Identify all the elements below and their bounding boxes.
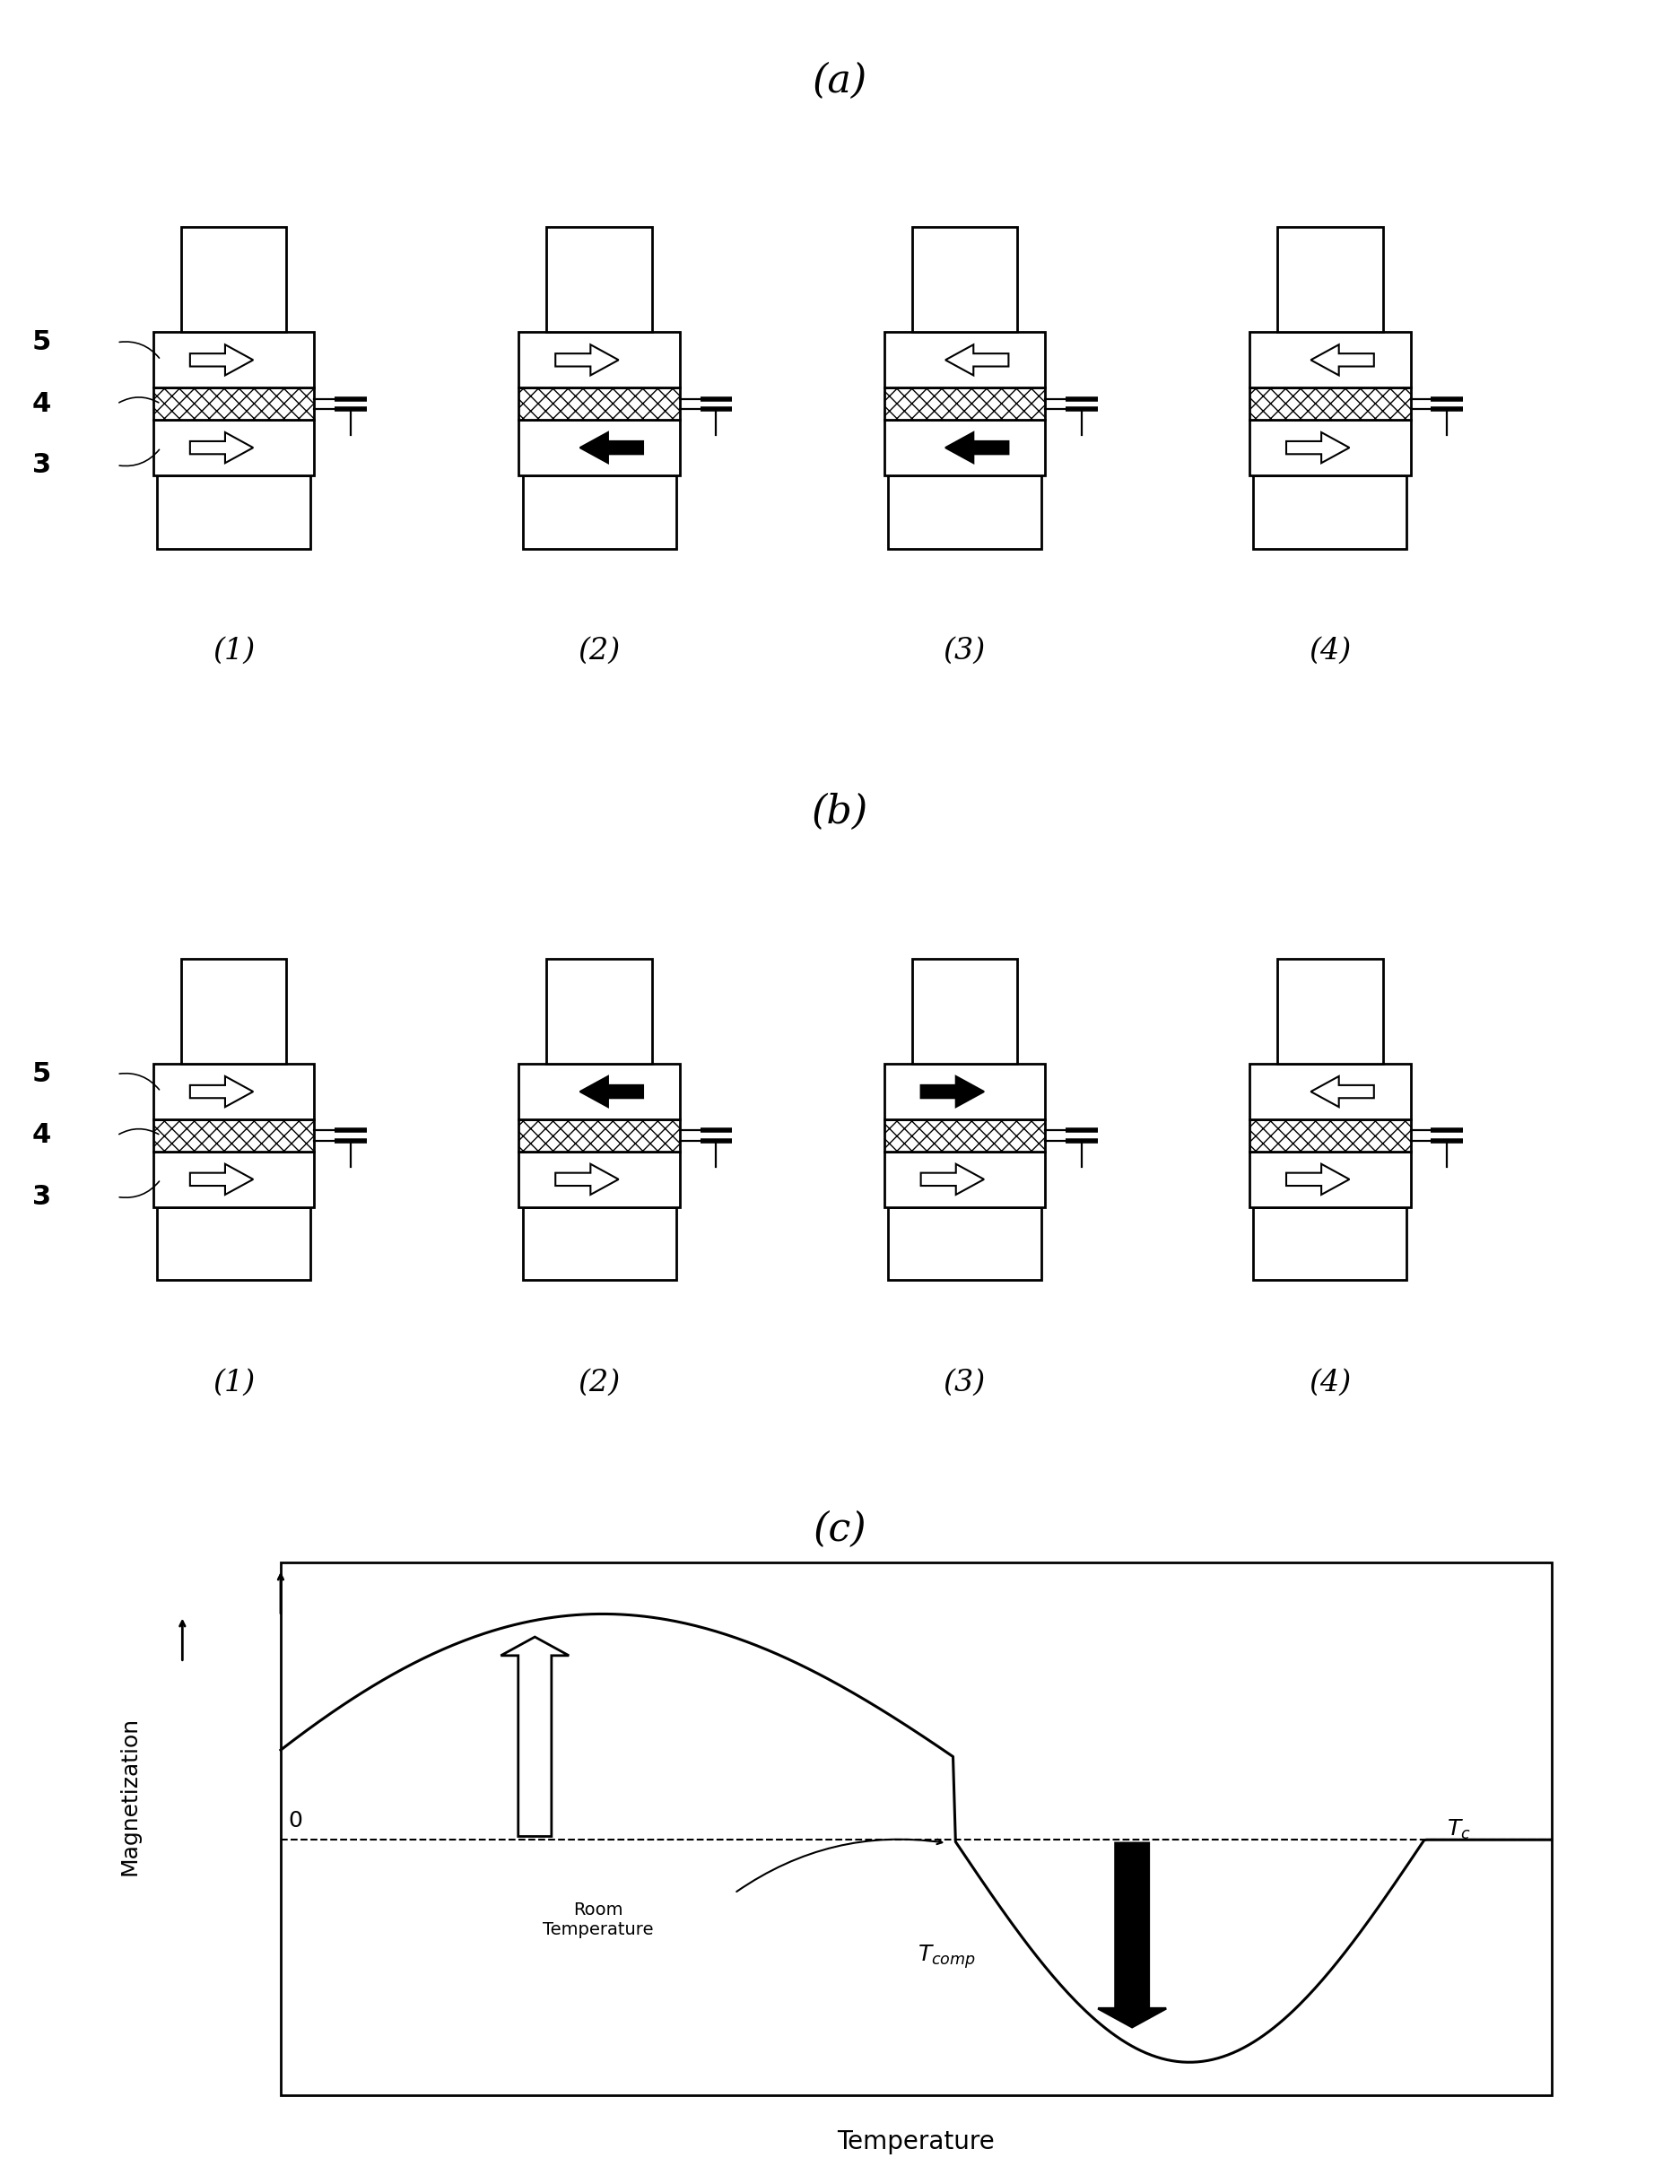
Bar [1277,959,1383,1064]
Bar [1248,1064,1410,1120]
Bar [522,1208,675,1280]
Text: (4): (4) [1309,1367,1351,1398]
FancyArrow shape [554,1164,618,1195]
Text: 0: 0 [289,1811,302,1832]
Bar [519,1064,679,1120]
Bar [1253,1208,1406,1280]
Bar [519,1151,679,1208]
Text: (c): (c) [813,1509,867,1548]
Text: 4: 4 [32,391,50,417]
Text: 5: 5 [32,330,50,356]
Bar [1253,476,1406,548]
FancyArrow shape [190,432,254,463]
Bar [153,1151,314,1208]
Text: (3): (3) [942,636,986,666]
Bar [522,476,675,548]
Bar [181,227,286,332]
Bar [1277,227,1383,332]
Bar [884,419,1045,476]
Text: Room
Temperature: Room Temperature [543,1902,654,1937]
Bar [519,332,679,389]
FancyArrow shape [1285,1164,1349,1195]
Text: 4: 4 [32,1123,50,1149]
Text: (4): (4) [1309,636,1351,666]
Bar [153,389,314,419]
Bar [884,1120,1045,1151]
FancyArrow shape [190,345,254,376]
Bar [153,332,314,389]
Text: (2): (2) [578,1367,620,1398]
FancyArrow shape [190,1164,254,1195]
Bar [519,389,679,419]
Bar [1248,1151,1410,1208]
Bar [153,1120,314,1151]
Text: 5: 5 [32,1061,50,1088]
Bar [884,389,1045,419]
Bar [281,1564,1551,2097]
Bar [156,476,311,548]
FancyArrow shape [944,345,1008,376]
FancyArrow shape [190,1077,254,1107]
Text: Magnetization: Magnetization [119,1717,139,1876]
FancyArrow shape [554,345,618,376]
Bar [1248,1120,1410,1151]
Text: $T_c$: $T_c$ [1446,1817,1470,1841]
Text: 3: 3 [32,452,50,478]
Bar [1248,389,1410,419]
Bar [887,1208,1042,1280]
Text: (3): (3) [942,1367,986,1398]
FancyArrow shape [580,432,643,463]
FancyArrow shape [501,1636,568,1837]
Bar [153,419,314,476]
FancyArrow shape [1097,1843,1166,2027]
Text: (a): (a) [813,61,867,100]
FancyArrow shape [921,1077,983,1107]
Bar [156,1208,311,1280]
Bar [1248,332,1410,389]
Text: (1): (1) [213,636,255,666]
Bar [1248,419,1410,476]
Bar [546,227,652,332]
Bar [519,419,679,476]
Text: 3: 3 [32,1184,50,1210]
Bar [546,959,652,1064]
Bar [884,1064,1045,1120]
Bar [884,332,1045,389]
FancyArrow shape [1310,345,1373,376]
Bar [181,959,286,1064]
Bar [887,476,1042,548]
Text: (b): (b) [811,793,869,832]
Bar [884,1151,1045,1208]
Text: (1): (1) [213,1367,255,1398]
FancyArrow shape [580,1077,643,1107]
Text: Temperature: Temperature [837,2129,995,2156]
FancyArrow shape [921,1164,983,1195]
FancyArrow shape [1310,1077,1373,1107]
Text: $T_{comp}$: $T_{comp}$ [917,1944,976,1970]
Bar [912,959,1016,1064]
Bar [153,1064,314,1120]
Bar [519,1120,679,1151]
FancyArrow shape [1285,432,1349,463]
Bar [912,227,1016,332]
FancyArrow shape [944,432,1008,463]
Text: (2): (2) [578,636,620,666]
